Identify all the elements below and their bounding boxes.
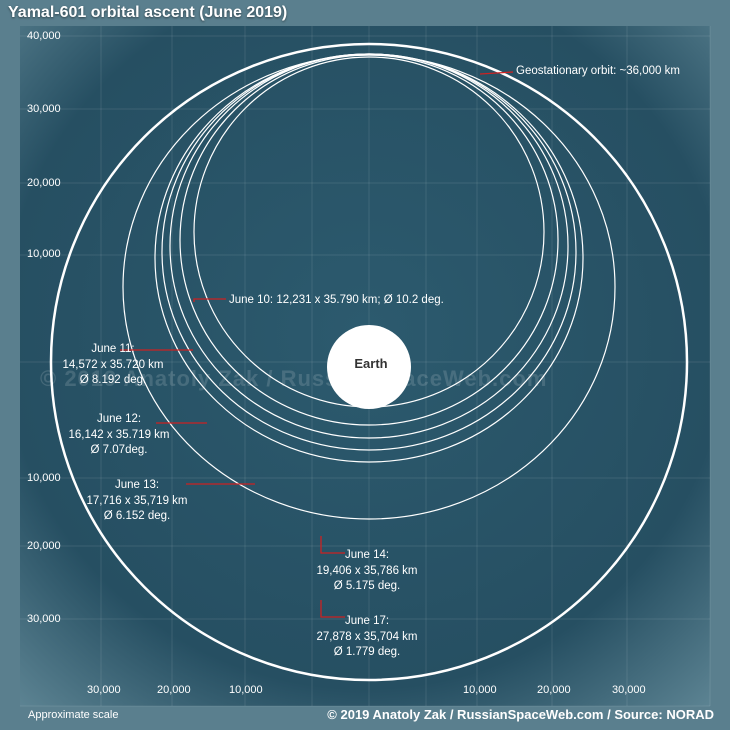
leader-lines — [120, 71, 514, 618]
page-title: Yamal-601 orbital ascent (June 2019) — [8, 4, 288, 21]
scale-note: Approximate scale — [28, 709, 119, 721]
leader-june-10 — [193, 298, 226, 302]
earth — [327, 325, 411, 409]
orbit-label-june-14: June 14: 19,406 x 35,786 km Ø 5.175 deg. — [316, 549, 418, 592]
leader-june-14 — [320, 536, 345, 554]
x-tick-label: 30,000 — [87, 684, 121, 696]
x-tick-label: 30,000 — [612, 684, 646, 696]
geo-orbit-label: Geostationary orbit: ~36,000 km — [516, 65, 680, 77]
x-tick-label: 10,000 — [229, 684, 263, 696]
grid-lines — [20, 26, 711, 707]
y-tick-label: 10,000 — [27, 472, 61, 484]
y-tick-label: 40,000 — [27, 30, 61, 42]
y-tick-label: 30,000 — [27, 103, 61, 115]
orbit-label-june-17: June 17: 27,878 x 35,704 km Ø 1.779 deg. — [316, 615, 418, 658]
x-tick-label: 10,000 — [463, 684, 497, 696]
orbit-label-june-11: June 11: 14,572 x 35.720 km Ø 8.192 deg. — [62, 343, 164, 386]
y-tick-label: 10,000 — [27, 248, 61, 260]
orbit-label-june-12: June 12: 16,142 x 35.719 km Ø 7.07deg. — [68, 413, 170, 456]
orbit-label-june-10: June 10: 12,231 x 35.790 km; Ø 10.2 deg. — [229, 294, 444, 306]
x-tick-label: 20,000 — [537, 684, 571, 696]
x-tick-label: 20,000 — [157, 684, 191, 696]
orbit-label-june-13: June 13: 17,716 x 35,719 km Ø 6.152 deg. — [86, 479, 188, 522]
leader-geo — [479, 71, 514, 75]
orbit-june-14 — [154, 53, 584, 463]
y-tick-label: 20,000 — [27, 177, 61, 189]
leader-june-17 — [320, 600, 345, 618]
y-tick-label: 30,000 — [27, 613, 61, 625]
earth-label: Earth — [354, 356, 388, 371]
credit-line: © 2019 Anatoly Zak / RussianSpaceWeb.com… — [327, 707, 714, 722]
watermark: © 2019 Anatoly Zak / RussianSpaceWeb.com — [40, 366, 548, 391]
y-tick-label: 20,000 — [27, 540, 61, 552]
geostationary-orbit — [49, 42, 689, 682]
orbit-june-17 — [122, 54, 616, 520]
